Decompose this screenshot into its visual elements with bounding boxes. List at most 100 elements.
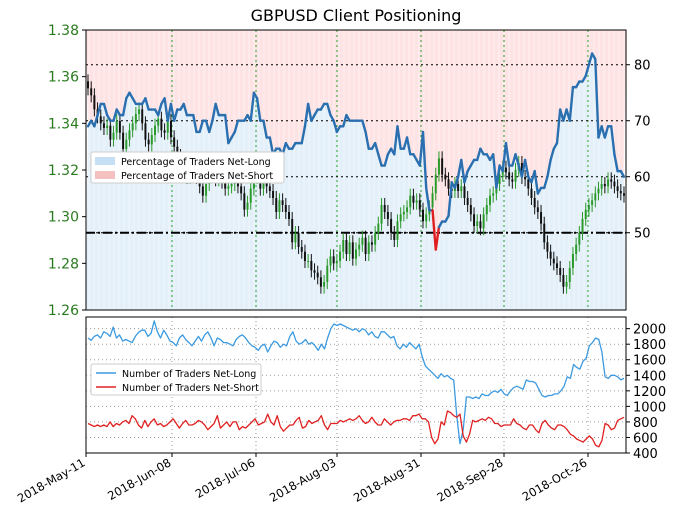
candle-body [262,181,265,189]
candle-body [224,181,227,189]
candle-body [240,186,243,194]
legend-label: Percentage of Traders Net-Long [121,157,271,168]
legend-label: Number of Traders Net-Long [122,369,256,380]
price-tick-label: 1.38 [48,23,79,39]
candle-body [131,123,134,131]
candle-body [281,200,284,205]
candle-body [316,272,319,278]
candle-body [323,282,326,287]
candle-body [556,263,558,268]
pct-series-segment [463,169,469,184]
candle-body [578,233,581,245]
pct-series-segment [303,102,310,128]
candle-body [508,172,511,180]
date-tick-label: 2018-Oct-26 [520,455,590,503]
candle-body [623,193,625,196]
candle-body [291,219,294,243]
candle-body [345,240,348,254]
pct-series-segment [255,97,262,122]
top-legend-box [90,151,285,184]
candle-body [284,205,287,212]
candle-body [540,212,543,224]
legend-swatch [95,171,115,179]
candle-body [109,125,112,140]
chart-title: GBPUSD Client Positioning [251,6,462,25]
count-series-line [87,320,625,445]
pct-series-segment [584,63,591,78]
candle-body [600,184,603,189]
candle-body [176,146,179,156]
candle-body [482,214,485,229]
candle-body [332,256,335,264]
candle-body [310,261,313,271]
candle-body [437,158,440,175]
pct-series-segment [214,102,221,117]
candle-body [307,261,310,262]
candle-body [587,205,590,210]
pct-series-segment [144,97,150,111]
pct-series-segment [610,125,616,156]
candle-body [169,121,172,138]
candle-body [418,200,421,210]
candle-body [514,170,517,182]
candle-body [473,214,476,226]
candle-body [447,179,450,189]
candle-body [335,261,338,264]
candle-body [425,214,428,222]
candle-body [201,186,204,196]
pct-series-segment [383,153,390,167]
candle-body [479,221,482,229]
candle-body [288,212,290,219]
candle-body [243,193,246,210]
pct-series-segment [223,113,230,145]
candle-body [128,130,131,140]
bottom-legend-box [90,363,262,396]
candle-body [377,223,380,233]
candle-body [597,188,600,194]
candle-body [406,207,409,212]
price-tick-label: 1.36 [48,70,79,86]
candle-body [568,268,571,282]
candle-body [300,247,303,252]
candle-body [409,195,412,208]
candle-body [552,258,555,264]
pct-series-segment [514,153,520,167]
candle-body [265,181,268,187]
candle-body [533,198,536,208]
pct-series-segment [504,141,511,167]
legend-label: Number of Traders Net-Short [122,383,259,394]
candle-body [386,212,389,219]
candle-body [402,212,405,215]
candle-body [147,139,150,145]
candle-body [370,242,373,245]
pct-series-segment [163,97,169,122]
candle-body [112,132,115,140]
date-tick-label: 2018-Sep-28 [435,455,506,504]
candle-body [339,251,342,261]
pct-series-segment [613,153,619,173]
price-tick-label: 1.30 [48,210,79,226]
candle-body [205,184,208,196]
count-tick-label: 2000 [633,323,666,338]
pct-series-segment [306,102,313,122]
candle-body [476,221,479,226]
candle-body [367,242,370,254]
candle-body [230,184,233,187]
pct-series-segment [587,52,594,66]
candle-body [441,158,444,175]
price-tick-label: 1.34 [48,116,79,132]
pct-series-segment [249,91,256,122]
pct-series-segment [460,158,466,184]
pct-series-segment [555,108,562,145]
candle-body [141,109,144,124]
count-tick-label: 1400 [633,369,666,384]
candle-body [272,191,275,198]
pct-series-segment [208,119,214,134]
candle-body [485,205,488,215]
date-tick-label: 2018-Aug-31 [351,455,422,504]
pct-series-segment [405,136,412,156]
candle-body [530,188,533,198]
candle-body [396,221,399,240]
candle-body [173,137,176,147]
